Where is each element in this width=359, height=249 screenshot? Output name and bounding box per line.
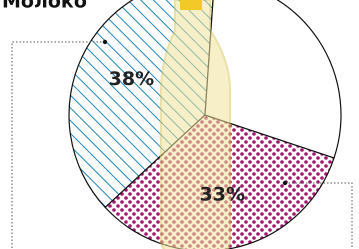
page: Молоко 38%33% (() => { const data = JSON… bbox=[0, 0, 359, 249]
chart-title: Молоко bbox=[2, 0, 87, 13]
chart: Молоко 38% 33% bbox=[0, 0, 359, 249]
value-label: 33% bbox=[200, 183, 245, 205]
leader-dot bbox=[103, 40, 107, 44]
bottle-cap bbox=[180, 0, 202, 10]
leader-dot bbox=[283, 181, 287, 185]
value-label: 38% bbox=[109, 68, 154, 90]
